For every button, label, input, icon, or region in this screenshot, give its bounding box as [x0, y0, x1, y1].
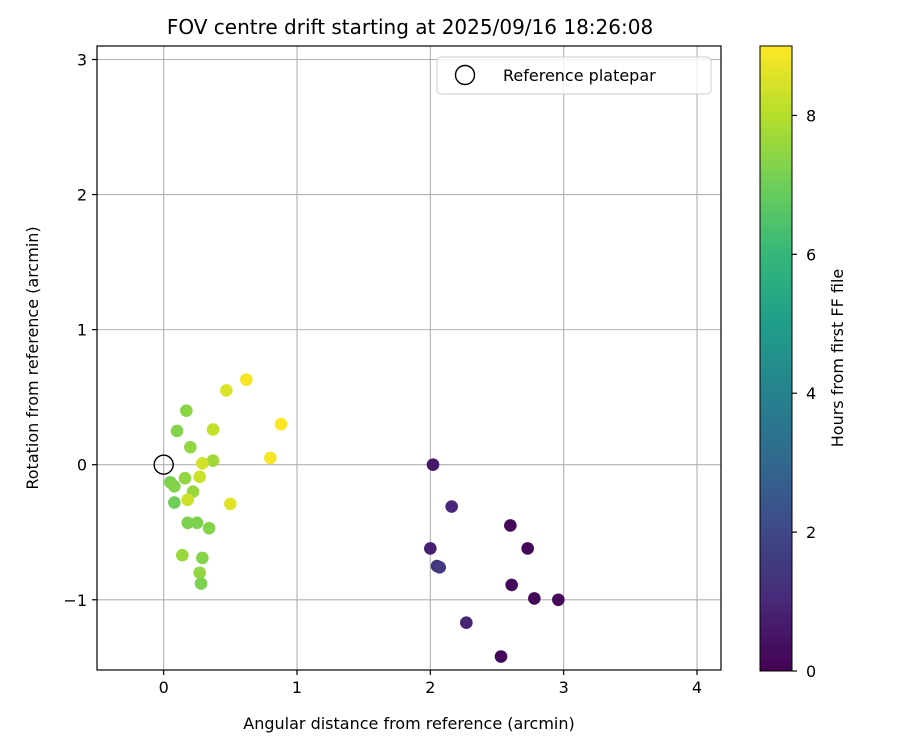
data-point — [196, 551, 209, 565]
data-point — [504, 519, 517, 532]
data-point — [184, 440, 197, 454]
y-tick-label: 1 — [77, 321, 87, 340]
data-point — [426, 458, 440, 472]
data-point — [505, 578, 518, 592]
colorbar: 0 2 4 6 8 Hours from first FF file — [759, 45, 847, 681]
data-point — [193, 470, 206, 484]
data-point — [190, 516, 204, 530]
data-point — [168, 496, 181, 509]
data-point — [240, 373, 253, 386]
data-point — [460, 616, 473, 630]
grid — [97, 46, 721, 670]
data-point — [206, 454, 220, 467]
colorbar-ticks: 0 2 4 6 8 — [792, 106, 816, 681]
y-tick-label: 2 — [77, 186, 87, 205]
data-point — [170, 424, 184, 438]
data-point — [224, 497, 237, 511]
data-point — [194, 577, 208, 590]
legend-box — [436, 56, 712, 95]
data-point — [178, 471, 192, 485]
data-point — [521, 542, 534, 555]
x-tick-label: 1 — [292, 678, 302, 697]
data-point — [528, 592, 541, 605]
data-point — [220, 384, 233, 397]
data-point — [424, 542, 437, 555]
colorbar-gradient — [759, 45, 793, 672]
x-tick-label: 3 — [559, 678, 569, 697]
x-tick-label: 2 — [425, 678, 435, 697]
colorbar-tick-label: 8 — [806, 106, 816, 125]
data-point — [168, 480, 181, 493]
data-point — [552, 593, 565, 607]
colorbar-tick-label: 2 — [806, 523, 816, 542]
data-point — [202, 521, 216, 535]
chart-title: FOV centre drift starting at 2025/09/16 … — [167, 15, 653, 39]
axis-ticks: 0 1 2 3 4 −1 0 1 2 3 — [63, 51, 702, 697]
data-point — [433, 561, 446, 574]
y-tick-label: 0 — [77, 456, 87, 475]
x-axis-label: Angular distance from reference (arcmin) — [243, 714, 574, 733]
data-point — [445, 500, 458, 513]
colorbar-tick-label: 0 — [806, 662, 816, 681]
data-point — [196, 457, 209, 470]
reference-point-marker — [153, 454, 174, 475]
y-axis-label: Rotation from reference (arcmin) — [23, 226, 42, 489]
data-point — [181, 516, 194, 530]
data-points — [164, 373, 565, 663]
data-point — [494, 650, 508, 663]
plot-frame — [96, 45, 722, 671]
colorbar-label: Hours from first FF file — [828, 269, 847, 448]
data-point — [176, 548, 189, 562]
colorbar-tick-label: 4 — [806, 384, 816, 403]
x-tick-label: 0 — [159, 678, 169, 697]
data-point — [264, 451, 277, 465]
data-point — [180, 404, 193, 417]
legend-label: Reference platepar — [503, 66, 656, 85]
data-point — [206, 423, 220, 436]
legend: Reference platepar — [436, 56, 712, 95]
y-tick-label: −1 — [63, 591, 87, 610]
data-point — [274, 417, 288, 431]
data-point — [193, 566, 206, 580]
x-tick-label: 4 — [692, 678, 702, 697]
y-tick-label: 3 — [77, 51, 87, 70]
data-point — [181, 493, 194, 507]
colorbar-tick-label: 6 — [806, 245, 816, 264]
legend-reference-marker — [454, 64, 476, 86]
